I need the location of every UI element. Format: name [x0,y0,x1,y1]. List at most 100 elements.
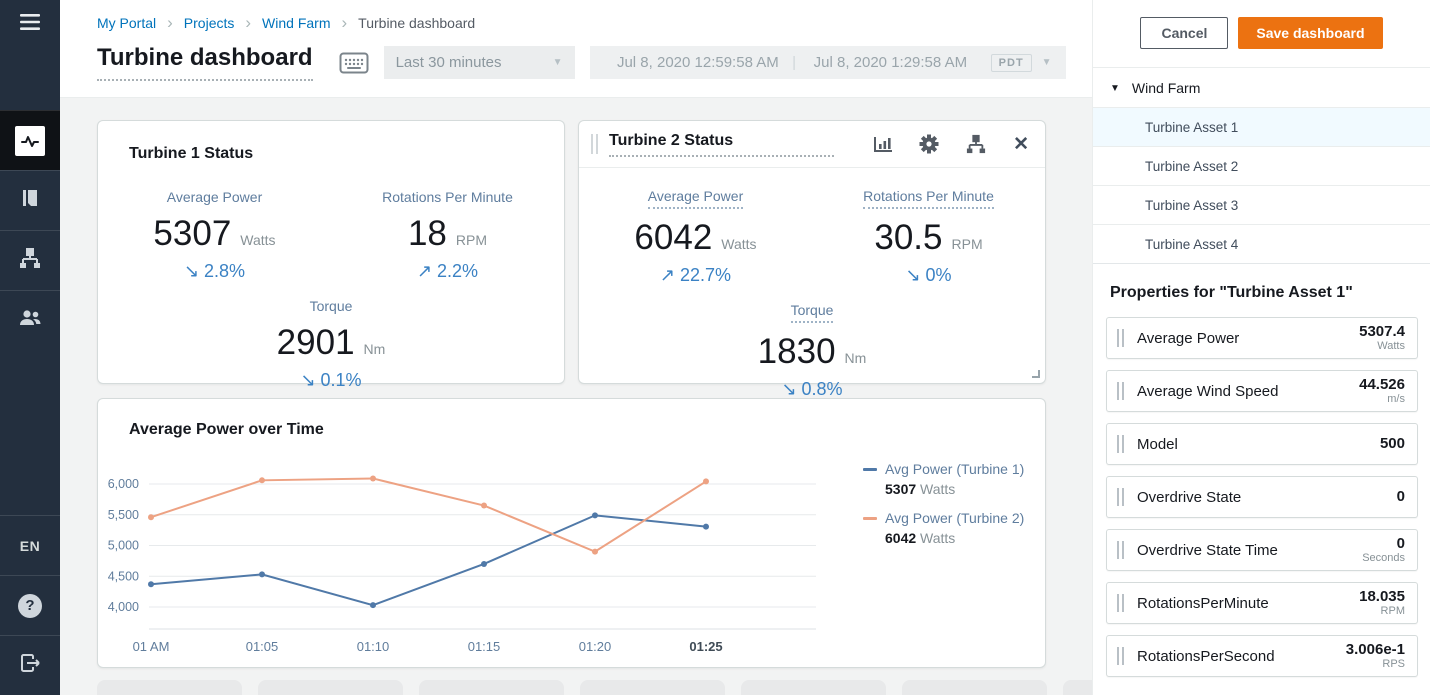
drag-handle-icon[interactable] [1117,382,1124,400]
metric-label-input[interactable]: Rotations Per Minute [863,188,994,209]
drag-handle-icon[interactable] [1117,541,1124,559]
breadcrumb-link-projects[interactable]: Projects [183,14,235,31]
date-range-picker[interactable]: Jul 8, 2020 12:59:58 AM | Jul 8, 2020 1:… [589,46,1066,79]
drag-handle-icon[interactable] [1117,647,1124,665]
svg-text:5,000: 5,000 [108,539,139,553]
rename-keyboard-icon[interactable] [339,51,369,75]
property-card-rotations-per-minute[interactable]: RotationsPerMinute 18.035 RPM [1106,582,1418,624]
widget-average-power-chart: Average Power over Time 4,000 4,500 5,000 5… [97,398,1046,668]
metric-label: Torque [309,298,353,314]
metric-label-input[interactable]: Average Power [647,188,744,209]
widget-placeholder [580,680,725,695]
tree-node-turbine-asset-2[interactable]: Turbine Asset 2 [1093,146,1430,185]
properties-heading: Properties for "Turbine Asset 1" [1110,284,1353,301]
app-sidebar: EN ? [0,0,60,695]
widget-turbine-2-status: Turbine 2 Status ✕ [578,120,1046,399]
property-card-average-power[interactable]: Average Power 5307.4 Watts [1106,317,1418,359]
properties-section: Properties for "Turbine Asset 1" Average… [1093,264,1430,688]
dashboard-monitor-icon [15,125,45,156]
trend-value: 2.8% [204,261,246,281]
property-unit: Seconds [1362,552,1405,564]
widget-placeholder [902,680,1047,695]
svg-text:4,000: 4,000 [108,600,139,614]
timezone-badge: PDT [990,53,1032,72]
metric-average-power: Average Power 5307 Watts ↘ 2.8% [98,189,331,282]
start-time: Jul 8, 2020 12:59:58 AM [616,54,779,71]
tree-node-turbine-asset-1[interactable]: Turbine Asset 1 [1093,107,1430,146]
metric-torque: Torque 1830 Nm ↘ 0.8% [579,302,1045,400]
breadcrumb-separator-icon: › [341,13,348,32]
svg-text:01:20: 01:20 [579,639,612,654]
property-unit: RPM [1380,605,1405,617]
property-name: Model [1137,435,1178,453]
gear-icon[interactable] [919,134,939,154]
metric-value: 2901 [276,323,355,362]
property-unit: RPS [1382,658,1405,670]
property-value: 0 [1396,488,1405,505]
property-card-overdrive-state-time[interactable]: Overdrive State Time 0 Seconds [1106,529,1418,571]
widget-placeholder [1063,680,1092,695]
sidebar-item-dashboards[interactable] [0,110,60,170]
drag-handle-icon[interactable] [1117,435,1124,453]
help-button[interactable]: ? [0,575,60,635]
property-card-rotations-per-second[interactable]: RotationsPerSecond 3.006e-1 RPS [1106,635,1418,677]
hamburger-icon [20,13,40,35]
series-unit: Watts [920,481,956,497]
panel-actions: Cancel Save dashboard [1093,0,1430,68]
trend-value: 0.1% [320,370,362,390]
metric-value: 6042 [634,218,713,257]
svg-text:01 AM: 01 AM [133,639,170,654]
close-icon[interactable]: ✕ [1013,133,1029,155]
hamburger-menu-button[interactable] [0,0,60,48]
drag-handle-icon[interactable] [1117,329,1124,347]
breadcrumb-link-my-portal[interactable]: My Portal [97,14,157,31]
asset-hierarchy-icon [18,247,42,274]
widget-placeholder-row [97,680,1092,695]
property-value: 5307.4 [1359,323,1405,340]
metric-label-input[interactable]: Torque [790,302,834,323]
main-content: My Portal › Projects › Wind Farm › Turbi… [60,0,1093,695]
breadcrumb-link-wind-farm[interactable]: Wind Farm [262,14,331,31]
tree-node-turbine-asset-4[interactable]: Turbine Asset 4 [1093,224,1430,263]
language-selector[interactable]: EN [0,515,60,575]
breadcrumb-separator-icon: › [167,13,173,32]
widget-drag-handle[interactable] [591,134,598,154]
property-name: Average Power [1137,329,1240,347]
title-row: Turbine dashboard Last 30 minutes ▼ Jul … [97,44,1092,97]
dashboard-title-input[interactable]: Turbine dashboard [97,44,313,81]
drag-handle-icon[interactable] [1117,594,1124,612]
sign-out-button[interactable] [0,635,60,695]
widget-title-input[interactable]: Turbine 2 Status [609,132,834,157]
time-range-select[interactable]: Last 30 minutes ▼ [383,46,575,79]
metric-rotations-per-minute: Rotations Per Minute 30.5 RPM ↘ 0% [812,188,1045,286]
series-color-swatch [863,517,877,520]
chart-type-icon[interactable] [873,135,893,153]
tree-node-wind-farm[interactable]: ▼ Wind Farm [1093,68,1430,107]
metric-value: 30.5 [874,218,943,257]
tree-root-label: Wind Farm [1131,80,1201,96]
property-value: 18.035 [1359,588,1405,605]
asset-hierarchy-icon[interactable] [965,134,987,154]
trend-down-icon: ↘ [183,261,200,281]
sidebar-item-users[interactable] [0,290,60,350]
sidebar-item-assets[interactable] [0,230,60,290]
metric-unit: RPM [455,232,488,248]
sidebar-item-projects[interactable] [0,170,60,230]
property-card-overdrive-state[interactable]: Overdrive State 0 [1106,476,1418,518]
tree-node-turbine-asset-3[interactable]: Turbine Asset 3 [1093,185,1430,224]
asset-tree: ▼ Wind Farm Turbine Asset 1 Turbine Asse… [1093,68,1430,264]
property-card-model[interactable]: Model 500 [1106,423,1418,465]
chart-legend: Avg Power (Turbine 1) 5307 Watts Avg Pow… [863,461,1041,559]
save-dashboard-button[interactable]: Save dashboard [1238,17,1383,49]
series-current-value: 6042 [885,530,917,546]
trend-down-icon: ↘ [781,379,797,399]
widget-resize-handle[interactable] [1032,370,1040,378]
drag-handle-icon[interactable] [1117,488,1124,506]
property-card-average-wind-speed[interactable]: Average Wind Speed 44.526 m/s [1106,370,1418,412]
cancel-button[interactable]: Cancel [1140,17,1229,49]
line-chart: 4,000 4,500 5,000 5,500 6,000 01 AM 01:05 01:10… [108,475,816,654]
chart-title: Average Power over Time [129,421,324,438]
svg-text:01:15: 01:15 [468,639,501,654]
help-icon: ? [18,593,42,618]
asset-browser-panel: Cancel Save dashboard ▼ Wind Farm Turbin… [1093,0,1430,695]
